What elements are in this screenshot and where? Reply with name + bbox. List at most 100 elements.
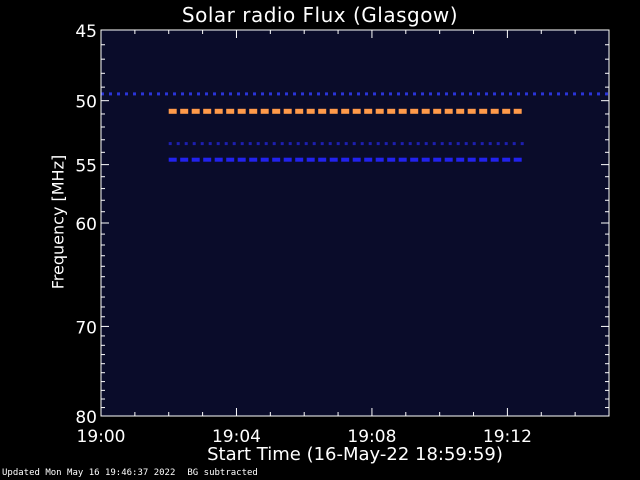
band-3-segment (479, 157, 488, 162)
band-1-segment (283, 108, 292, 114)
band-2-segment (280, 142, 284, 146)
band-0-segment (533, 92, 536, 96)
band-0-segment (485, 92, 488, 96)
band-1-segment (180, 108, 189, 114)
emission-bands (101, 92, 608, 162)
band-3-segment (180, 157, 189, 162)
band-0-segment (421, 92, 424, 96)
band-3-segment (203, 157, 212, 162)
band-3-segment (444, 157, 453, 162)
band-3-segment (364, 157, 373, 162)
band-0-segment (165, 92, 168, 96)
band-1-segment (306, 108, 315, 114)
band-2-segment (256, 142, 260, 146)
band-0-segment (229, 92, 232, 96)
band-2-segment (240, 142, 244, 146)
band-2-segment (264, 142, 268, 146)
band-1-segment (214, 108, 223, 114)
y-tick-label: 50 (75, 93, 97, 113)
band-0-segment (509, 92, 512, 96)
band-0-segment (437, 92, 440, 96)
band-3-segment (490, 157, 499, 162)
band-1-segment (502, 108, 511, 114)
band-0-segment (205, 92, 208, 96)
band-3-segment (502, 157, 511, 162)
band-1-segment (191, 108, 200, 114)
band-2-segment (224, 142, 228, 146)
band-0-segment (325, 92, 328, 96)
band-2-segment (392, 142, 396, 146)
band-0-segment (309, 92, 312, 96)
band-1-segment (352, 108, 361, 114)
x-tick-label: 19:00 (77, 427, 126, 447)
bg-subtracted-note: BG subtracted (187, 468, 258, 478)
band-3-segment (249, 157, 258, 162)
band-3-segment (260, 157, 269, 162)
band-1-segment (295, 108, 304, 114)
band-0-segment (157, 92, 160, 96)
band-3-segment (214, 157, 223, 162)
band-1-segment (318, 108, 327, 114)
band-3 (168, 157, 522, 162)
band-3-segment (272, 157, 281, 162)
band-0-segment (349, 92, 352, 96)
band-2-segment (376, 142, 380, 146)
band-2-segment (216, 142, 220, 146)
band-1-segment (398, 108, 407, 114)
band-1-segment (410, 108, 419, 114)
band-2-segment (496, 142, 500, 146)
band-1-segment (203, 108, 212, 114)
band-0-segment (117, 92, 120, 96)
band-1-segment (168, 108, 177, 114)
band-0-segment (269, 92, 272, 96)
band-2-segment (200, 142, 204, 146)
band-2-segment (472, 142, 476, 146)
band-2-segment (416, 142, 420, 146)
band-2-segment (288, 142, 292, 146)
band-3-segment (191, 157, 200, 162)
band-0-segment (557, 92, 560, 96)
band-0-segment (189, 92, 192, 96)
band-1-segment (249, 108, 258, 114)
band-2-segment (448, 142, 452, 146)
band-2-segment (272, 142, 276, 146)
band-0-segment (277, 92, 280, 96)
band-1-segment (260, 108, 269, 114)
band-2-segment (352, 142, 356, 146)
band-2-segment (208, 142, 212, 146)
band-0-segment (101, 92, 104, 96)
band-0-segment (181, 92, 184, 96)
band-1-segment (421, 108, 430, 114)
band-2-segment (488, 142, 492, 146)
band-0-segment (125, 92, 128, 96)
band-2-segment (248, 142, 252, 146)
band-0-segment (261, 92, 264, 96)
band-2-segment (400, 142, 404, 146)
band-2-segment (464, 142, 468, 146)
band-3-segment (421, 157, 430, 162)
band-0-segment (405, 92, 408, 96)
band-0-segment (589, 92, 592, 96)
band-0-segment (565, 92, 568, 96)
x-tick-label: 19:12 (483, 427, 532, 447)
y-tick-label: 45 (75, 22, 97, 42)
band-0-segment (373, 92, 376, 96)
y-tick-label: 80 (75, 408, 97, 428)
band-3-segment (387, 157, 396, 162)
band-2-segment (512, 142, 516, 146)
band-0-segment (237, 92, 240, 96)
band-3-segment (513, 157, 522, 162)
band-3-segment (168, 157, 177, 162)
band-2-segment (504, 142, 508, 146)
band-2-segment (368, 142, 372, 146)
chart-title: Solar radio Flux (Glasgow) (181, 3, 459, 27)
band-2-segment (344, 142, 348, 146)
band-2-segment (176, 142, 180, 146)
x-axis-label: Start Time (16-May-22 18:59:59) (207, 444, 503, 465)
band-2 (168, 142, 524, 146)
band-0-segment (341, 92, 344, 96)
band-0-segment (253, 92, 256, 96)
band-0-segment (285, 92, 288, 96)
band-1-segment (467, 108, 476, 114)
